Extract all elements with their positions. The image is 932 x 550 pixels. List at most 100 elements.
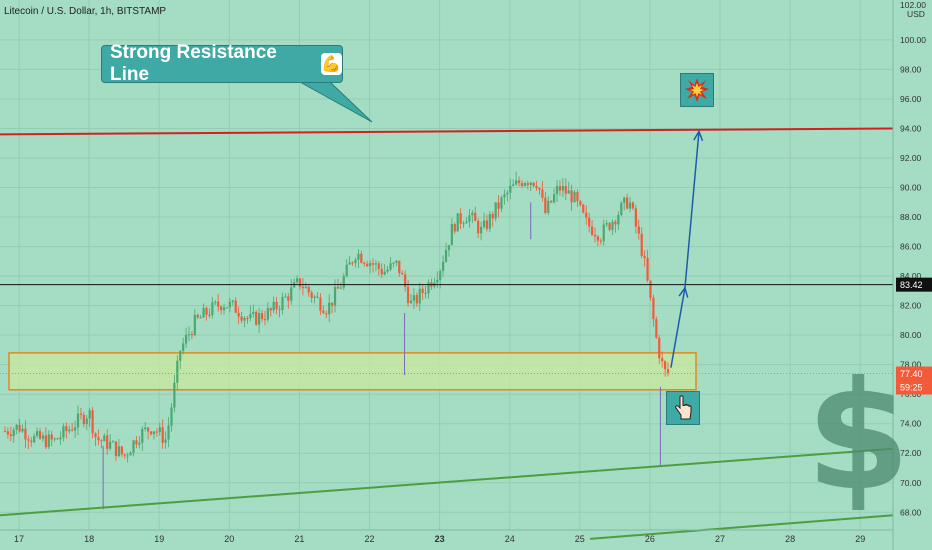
time-tick-label: 24	[505, 534, 515, 544]
candle-body	[71, 429, 74, 431]
candle-body	[357, 253, 360, 260]
candle-body	[523, 183, 526, 186]
candle-body	[643, 255, 646, 259]
candle-body	[79, 413, 83, 415]
candle-body	[360, 253, 363, 263]
candle-body	[281, 297, 284, 310]
candle-body	[453, 223, 456, 232]
candle-body	[637, 226, 640, 234]
candle-body	[149, 431, 153, 435]
candle-body	[138, 442, 141, 445]
candle-body	[342, 276, 345, 288]
candle-body	[398, 260, 401, 273]
candle-body	[190, 334, 194, 336]
price-tick-label: 98.00	[900, 64, 922, 74]
candle-body	[465, 221, 468, 224]
candle-body	[623, 197, 626, 203]
candle-body	[50, 434, 53, 440]
candle-body	[532, 182, 535, 187]
candle-body	[100, 440, 103, 442]
candle-body	[348, 262, 351, 265]
candle-body	[205, 307, 208, 315]
candle-body	[3, 431, 7, 433]
resistance-callout: Strong Resistance Line 💪	[101, 42, 343, 85]
candle-body	[199, 317, 202, 319]
candle-body	[106, 435, 109, 449]
candle-body	[310, 292, 313, 299]
support-line	[0, 447, 894, 517]
candle-body	[497, 202, 500, 209]
chart-title: Litecoin / U.S. Dollar, 1h, BITSTAMP	[4, 6, 167, 17]
candle-body	[409, 300, 413, 304]
candle-body	[65, 426, 68, 432]
price-tick-label: 70.00	[900, 478, 922, 488]
candle-body	[24, 428, 27, 440]
candle-body	[193, 314, 196, 336]
candle-body	[611, 221, 614, 230]
candle-body	[9, 434, 12, 437]
candle-body	[427, 282, 430, 294]
candle-body	[380, 268, 383, 275]
candle-body	[301, 286, 305, 289]
candle-body	[436, 279, 439, 283]
candle-body	[85, 418, 88, 425]
candle-body	[389, 263, 392, 270]
time-tick-label: 20	[224, 534, 234, 544]
price-tick-label: 90.00	[900, 183, 922, 193]
candle-body	[588, 217, 591, 227]
candle-body	[517, 180, 521, 184]
candle-body	[263, 319, 267, 321]
candle-body	[111, 441, 115, 443]
countdown-label: 59:25	[900, 383, 923, 393]
candle-body	[21, 428, 24, 432]
candle-body	[182, 343, 185, 351]
candle-body	[585, 212, 588, 218]
projection-arrow	[670, 287, 686, 368]
candle-body	[269, 308, 272, 311]
candle-body	[576, 192, 579, 202]
candle-body	[316, 296, 319, 298]
candle-body	[596, 236, 600, 241]
price-tick-label: 82.00	[900, 301, 922, 311]
candle-body	[173, 382, 176, 408]
candle-body	[515, 180, 518, 185]
candle-body	[161, 427, 164, 443]
candle-body	[211, 302, 214, 316]
time-tick-label: 28	[785, 534, 795, 544]
price-tick-label: 100.00	[900, 35, 926, 45]
candle-body	[602, 224, 605, 241]
candle-body	[94, 433, 97, 438]
candle-body	[555, 186, 559, 195]
candle-body	[509, 185, 512, 193]
candle-body	[418, 288, 421, 304]
candle-body	[663, 361, 667, 370]
candle-body	[535, 186, 538, 188]
candle-body	[415, 295, 418, 304]
candle-body	[144, 427, 147, 430]
projection-arrowhead	[693, 129, 704, 142]
candle-body	[383, 271, 386, 275]
candle-body	[68, 429, 71, 432]
time-tick-label: 17	[14, 534, 24, 544]
candle-body	[640, 233, 643, 256]
candle-body	[459, 213, 462, 224]
resistance-line	[0, 127, 894, 136]
candle-body	[456, 213, 459, 232]
candle-body	[392, 262, 395, 264]
time-tick-label: 18	[84, 534, 94, 544]
candle-body	[661, 358, 664, 362]
candle-body	[608, 223, 611, 230]
time-tick-label: 25	[575, 534, 585, 544]
candle-body	[500, 197, 503, 209]
candle-body	[468, 215, 471, 222]
candle-body	[374, 263, 378, 265]
dollar-sign-icon: $	[806, 350, 911, 524]
candle-body	[579, 201, 582, 205]
candle-body	[196, 314, 199, 318]
candle-body	[366, 263, 369, 267]
candle-body	[631, 202, 635, 209]
candle-body	[599, 240, 602, 242]
price-tick-label: 74.00	[900, 419, 922, 429]
